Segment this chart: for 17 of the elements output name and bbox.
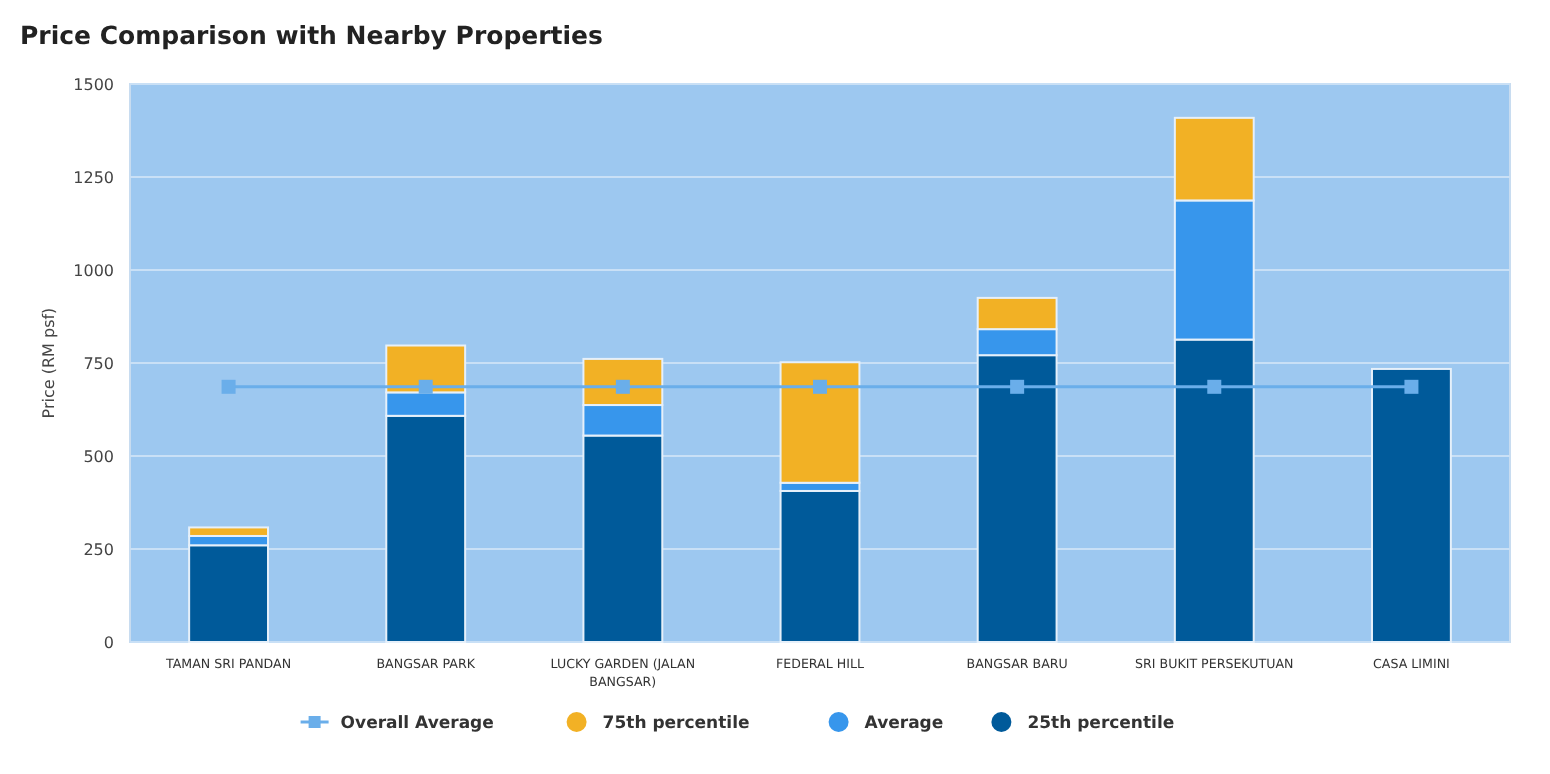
legend-label: Average <box>864 713 944 734</box>
y-tick-label: 250 <box>83 540 114 559</box>
bar <box>779 489 861 643</box>
legend-label: Overall Average <box>340 713 495 734</box>
y-tick-label: 1250 <box>73 168 114 187</box>
bar <box>1371 367 1452 643</box>
y-tick-label: 1500 <box>73 75 114 94</box>
y-axis-title: Price (RM psf) <box>40 307 58 419</box>
y-tick-label: 750 <box>83 354 114 373</box>
bar <box>188 544 269 643</box>
legend-label: 25th percentile <box>1027 713 1175 734</box>
chart-title: Price Comparison with Nearby Properties <box>20 20 603 50</box>
bar <box>779 361 861 484</box>
legend-label: 75th percentile <box>602 713 750 734</box>
y-tick-label: 0 <box>103 633 114 652</box>
y-tick-label: 500 <box>83 447 114 466</box>
y-tick-label: 1000 <box>73 261 114 280</box>
